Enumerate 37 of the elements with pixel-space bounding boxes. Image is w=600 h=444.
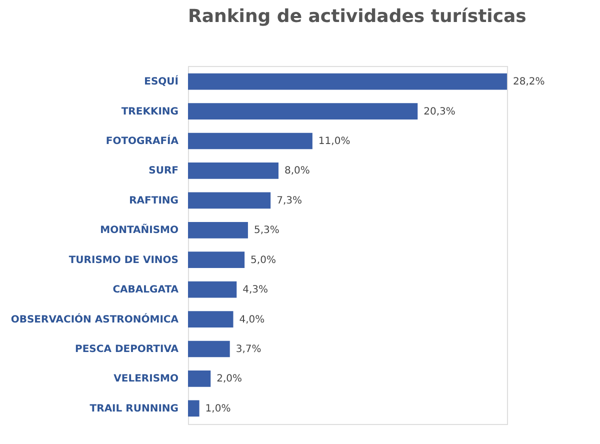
bar (188, 222, 248, 238)
data-label: 4,3% (242, 284, 268, 296)
y-tick-label: MONTAÑISMO (100, 223, 178, 236)
y-tick-label: VELERISMO (114, 374, 178, 385)
y-tick-label: OBSERVACIÓN ASTRONÓMICA (10, 312, 179, 326)
bar (188, 73, 507, 90)
data-label: 3,7% (236, 344, 262, 355)
data-label: 5,0% (250, 254, 276, 266)
chart-title: Ranking de actividades turísticas (188, 6, 526, 27)
y-tick-label: RAFTING (129, 195, 178, 206)
data-label: 4,0% (239, 314, 265, 326)
data-label: 11,0% (318, 136, 350, 148)
data-label: 5,3% (254, 225, 280, 236)
y-tick-label: FOTOGRAFÍA (106, 134, 179, 148)
bar (188, 252, 245, 268)
bar (188, 192, 271, 209)
data-label: 2,0% (216, 374, 242, 385)
bar (188, 340, 230, 358)
data-label: 8,0% (284, 166, 310, 177)
y-tick-label: SURF (148, 166, 178, 177)
bar (188, 400, 200, 417)
bar (188, 370, 211, 387)
y-tick-label: TRAIL RUNNING (90, 403, 178, 414)
bar (188, 132, 312, 150)
data-label: 20,3% (424, 106, 456, 118)
bar (188, 311, 234, 328)
bar (188, 103, 418, 120)
y-tick-label: CABALGATA (112, 284, 179, 296)
bar (188, 281, 237, 298)
y-tick-label: TURISMO DE VINOS (68, 254, 178, 266)
y-tick-label: ESQUÍ (144, 74, 179, 88)
y-tick-label: TREKKING (121, 106, 178, 118)
bar (188, 162, 278, 179)
data-label: 1,0% (205, 403, 231, 414)
data-label: 28,2% (513, 76, 545, 88)
y-tick-label: PESCA DEPORTIVA (75, 344, 179, 355)
data-label: 7,3% (276, 195, 302, 206)
